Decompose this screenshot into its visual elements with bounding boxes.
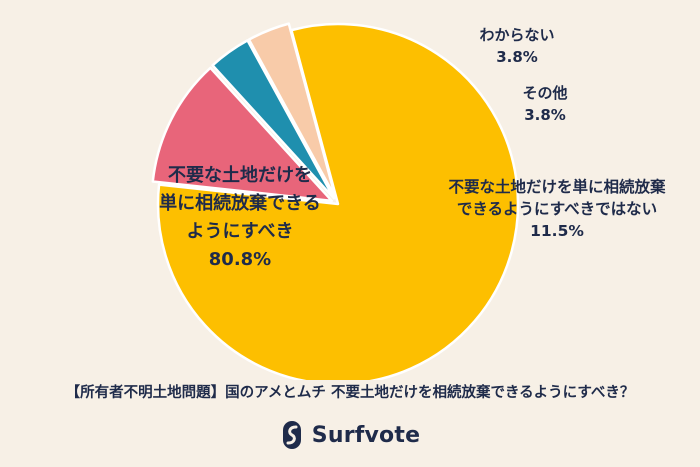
brand-name: Surfvote [311, 422, 421, 448]
slice-category-label: その他 [522, 84, 567, 102]
surfvote-logo-icon [282, 421, 301, 449]
brand-logo: Surfvote [0, 420, 700, 450]
slice-label: わからない 3.8% [479, 26, 554, 66]
slice-label: その他 3.8% [522, 84, 567, 124]
slice-label: 不要な土地だけを単に相続放棄できるようにすべきではない 11.5% [448, 177, 666, 240]
slice-label: 不要な土地だけを単に相続放棄できるようにすべき 80.8% [159, 164, 321, 270]
slice-category-label: わからない [479, 26, 554, 44]
slice-category-label: 不要な土地だけを単に相続放棄 [448, 177, 666, 196]
slice-category-label: 単に相続放棄できる [159, 192, 321, 214]
pie-slice [151, 66, 334, 203]
pie-chart: 不要な土地だけを単に相続放棄できるようにすべき 80.8%不要な土地だけを単に相続… [151, 22, 666, 380]
slice-value-label: 80.8% [209, 249, 271, 270]
slice-value-label: 3.8% [496, 48, 538, 66]
slice-value-label: 11.5% [530, 222, 584, 240]
slice-category-label: 不要な土地だけを [168, 164, 312, 186]
pie-slice [156, 22, 520, 380]
slice-value-label: 3.8% [524, 106, 566, 124]
pie-slice [247, 22, 337, 199]
pie-slice [211, 39, 336, 200]
slice-category-label: ようにすべき [187, 221, 294, 242]
slice-category-label: できるようにすべきではない [457, 200, 657, 218]
chart-caption: 【所有者不明土地問題】国のアメとムチ 不要土地だけを相続放棄できるようにすべき？ [65, 385, 635, 401]
